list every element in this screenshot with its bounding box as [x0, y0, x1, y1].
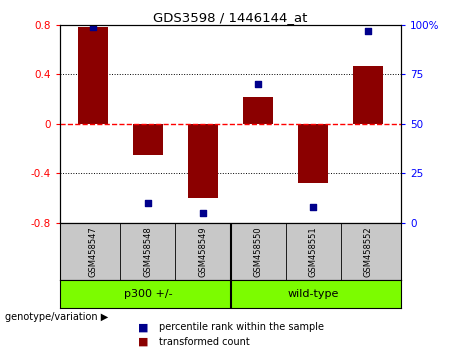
Text: GSM458548: GSM458548	[143, 226, 153, 277]
Text: ■: ■	[138, 322, 149, 332]
Bar	[78, 27, 108, 124]
Text: wild-type: wild-type	[287, 289, 339, 299]
Text: GSM458552: GSM458552	[364, 226, 372, 277]
Text: GSM458547: GSM458547	[89, 226, 97, 277]
Text: GSM458550: GSM458550	[254, 226, 262, 277]
Bar	[298, 124, 328, 183]
Title: GDS3598 / 1446144_at: GDS3598 / 1446144_at	[154, 11, 307, 24]
Point	[144, 200, 152, 206]
Bar	[353, 65, 383, 124]
Text: GSM458549: GSM458549	[199, 226, 207, 277]
Text: p300 +/-: p300 +/-	[124, 289, 172, 299]
Point	[89, 24, 97, 30]
Text: percentile rank within the sample: percentile rank within the sample	[159, 322, 324, 332]
Point	[364, 28, 372, 34]
Text: transformed count: transformed count	[159, 337, 250, 347]
Text: GSM458551: GSM458551	[308, 226, 318, 277]
Bar	[243, 97, 273, 124]
Point	[309, 204, 317, 210]
Bar	[188, 124, 218, 198]
Point	[199, 210, 207, 216]
Point	[254, 81, 262, 87]
Text: ■: ■	[138, 337, 149, 347]
Bar	[133, 124, 163, 155]
Text: genotype/variation ▶: genotype/variation ▶	[5, 312, 108, 322]
